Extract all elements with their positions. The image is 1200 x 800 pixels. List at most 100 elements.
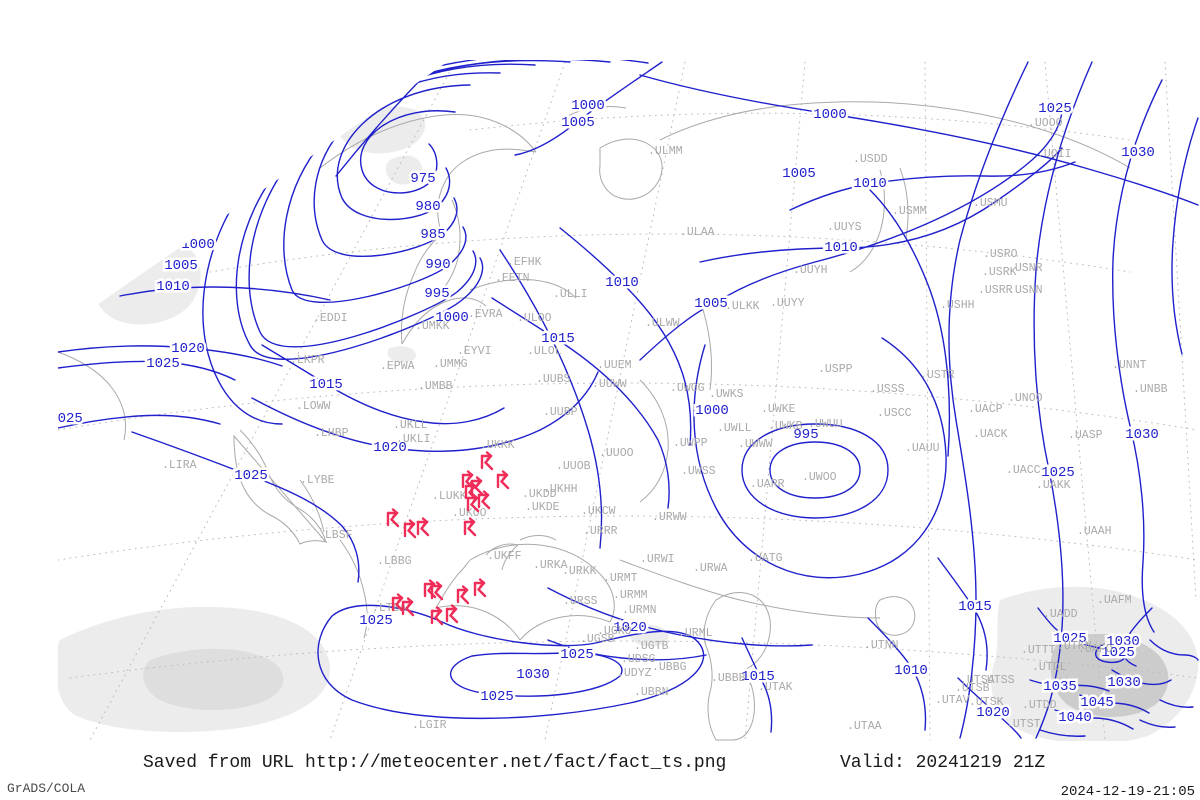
station-UAUU: .UAUU xyxy=(905,442,940,455)
contour-label: 1010 xyxy=(605,275,639,291)
station-URKK: .URKK xyxy=(562,565,597,578)
contour-label: 1015 xyxy=(309,377,343,393)
thunderstorm-icon xyxy=(416,517,430,537)
thunderstorm-icon xyxy=(480,451,494,471)
graticule xyxy=(57,61,1199,741)
station-LYBE: .LYBE xyxy=(300,474,335,487)
contour-label: 1010 xyxy=(894,663,928,679)
thunderstorm-icon xyxy=(473,578,487,598)
contour-label: 1020 xyxy=(613,620,647,636)
station-UWGG: .UWGG xyxy=(670,382,705,395)
station-UGTB: .UGTB xyxy=(634,640,669,653)
isobar-1010 xyxy=(789,161,1076,211)
station-UTSK: .UTSK xyxy=(969,696,1004,709)
station-UWLL: .UWLL xyxy=(717,422,752,435)
station-UOOO: .UOOO xyxy=(1028,117,1063,130)
station-ULKK: .ULKK xyxy=(725,300,760,313)
station-URMT: .URMT xyxy=(603,572,638,585)
contour-label: 975 xyxy=(410,171,435,187)
isobar-1020 xyxy=(57,345,283,367)
contour-label: 1000 xyxy=(435,310,469,326)
thunderstorm-symbols xyxy=(386,451,510,626)
station-LBSF: .LBSF xyxy=(318,529,353,542)
station-UASP: .UASP xyxy=(1068,429,1103,442)
isobar-aux xyxy=(948,61,1029,739)
contour-label: 1010 xyxy=(853,176,887,192)
station-USRR: .USRR xyxy=(978,284,1013,297)
thunderstorm-icon xyxy=(477,490,491,510)
contour-label: 1010 xyxy=(824,240,858,256)
station-USMU: .USMU xyxy=(973,197,1008,210)
contour-label: 1025 xyxy=(234,468,268,484)
station-UTKN: .UTKN xyxy=(1057,640,1092,653)
station-UKDD: .UKDD xyxy=(522,488,557,501)
station-UWKB: .UWKB xyxy=(768,420,803,433)
isobar-1025 xyxy=(1037,607,1127,657)
grads-credit: GrADS/COLA xyxy=(7,781,86,796)
station-UBBG: .UBBG xyxy=(652,661,687,674)
isobar-975 xyxy=(359,110,456,194)
isobar-1030 xyxy=(1111,669,1172,686)
contour-label: 1015 xyxy=(541,331,575,347)
station-UTSB: .UTSB xyxy=(955,682,990,695)
isobar-aux xyxy=(1149,639,1199,661)
contour-label: 1040 xyxy=(1058,710,1092,726)
contour-label: 1035 xyxy=(1043,679,1077,695)
valid-time-text: Valid: 20241219 21Z xyxy=(840,753,1046,773)
station-ULOO: .ULOO xyxy=(517,312,552,325)
thunderstorm-icon xyxy=(401,597,415,617)
contour-label: 1020 xyxy=(976,705,1010,721)
station-USTR: .USTR xyxy=(920,369,955,382)
station-URRR: .URRR xyxy=(583,525,618,538)
isobar-1025 xyxy=(57,414,221,429)
station-UTNN: .UTNN xyxy=(864,639,899,652)
isobar-1040 xyxy=(1054,709,1134,730)
station-ULLI: .ULLI xyxy=(553,288,588,301)
isobar-aux xyxy=(1171,117,1199,355)
station-UACC: .UACC xyxy=(1006,464,1041,477)
station-USPP: .USPP xyxy=(818,363,853,376)
station-labels: .ULMM .USDD .USMM .USMU .UOOO .UOII .ULAA .UUYS… xyxy=(162,117,1168,733)
station-ULAA: .ULAA xyxy=(680,226,715,239)
station-LKPR: .LKPR xyxy=(290,354,325,367)
station-UAFM: .UAFM xyxy=(1097,594,1132,607)
station-UUYY: .UUYY xyxy=(770,297,805,310)
isobar-1025 xyxy=(57,360,236,381)
station-UWOO: .UWOO xyxy=(802,471,837,484)
station-UTAK: .UTAK xyxy=(758,681,793,694)
station-ULWW: .ULWW xyxy=(645,317,680,330)
isobar-1010 xyxy=(699,147,1063,263)
station-LUKK: .LUKK xyxy=(432,490,467,503)
contour-label: 1025 xyxy=(146,356,180,372)
station-LGIR: .LGIR xyxy=(412,719,447,732)
station-UACP: .UACP xyxy=(968,403,1003,416)
contour-label: 1005 xyxy=(694,296,728,312)
station-USMM: .USMM xyxy=(892,205,927,218)
station-UKKK: .UKKK xyxy=(480,439,515,452)
thunderstorm-icon xyxy=(456,585,470,605)
station-LBBG: .LBBG xyxy=(377,555,412,568)
station-UDYZ: .UDYZ xyxy=(617,667,652,680)
isobar-1035 xyxy=(1029,679,1110,692)
station-UTDL: .UTDL xyxy=(1032,661,1067,674)
contour-label: 1025 xyxy=(480,689,514,705)
station-UOII: .UOII xyxy=(1037,148,1072,161)
isobar-1025 xyxy=(1095,642,1127,664)
station-EETN: .EETN xyxy=(495,272,530,285)
station-UUOO: .UUOO xyxy=(599,447,634,460)
station-UADD: .UADD xyxy=(1043,608,1078,621)
isobar-1000 xyxy=(693,337,947,579)
contour-label: 1025 xyxy=(1053,631,1087,647)
station-EFHK: .EFHK xyxy=(507,256,542,269)
station-USNR: .USNR xyxy=(1008,262,1043,275)
station-UKDE: .UKDE xyxy=(525,501,560,514)
contour-label: 1030 xyxy=(1125,427,1159,443)
isobar-1010 xyxy=(559,227,692,446)
station-UKLL: .UKLL xyxy=(393,419,428,432)
contour-label: 1005 xyxy=(561,115,595,131)
station-EPWA: .EPWA xyxy=(380,360,415,373)
thunderstorm-icon xyxy=(461,470,475,490)
station-URMM: .URMM xyxy=(613,589,648,602)
station-UUOB: .UUOB xyxy=(556,460,591,473)
